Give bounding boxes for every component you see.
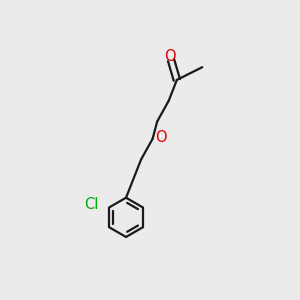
Text: O: O [156,130,167,145]
Text: Cl: Cl [85,196,99,211]
Text: O: O [164,49,176,64]
Text: Cl: Cl [85,196,99,211]
